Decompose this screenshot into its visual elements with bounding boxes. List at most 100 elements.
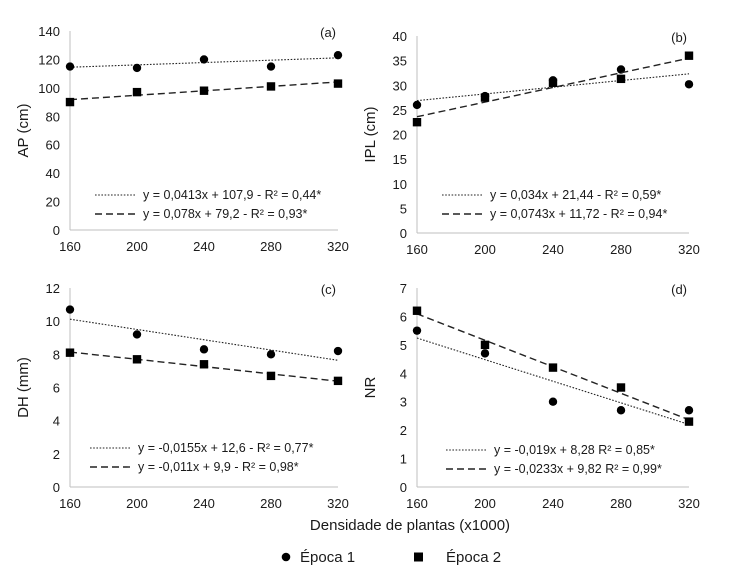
x-tick-label: 320 [678,242,700,257]
y-axis-title: AP (cm) [15,104,32,158]
x-tick-label: 160 [406,496,428,511]
regression-equation: y = 0,0413x + 107,9 - R² = 0,44* [143,188,321,202]
chart-panel-3: 0 2 4 6 8 10 12 160 200 240 280 320 DH (mm) (c) y = -0… [15,281,349,511]
y-tick-label: 8 [53,347,60,362]
y-tick-label: 40 [393,29,407,44]
data-point-epoca-2 [684,417,694,426]
data-point-epoca-1 [684,80,694,89]
data-point-epoca-2 [132,355,142,364]
legend-label-epoca-1: Época 1 [300,549,355,566]
data-point-epoca-2 [548,78,558,87]
data-point-epoca-2 [199,86,209,95]
y-tick-label: 5 [400,201,407,216]
data-point-epoca-2 [684,51,694,60]
x-tick-label: 320 [327,496,349,511]
y-tick-label: 4 [400,366,407,381]
x-tick-label: 280 [610,496,632,511]
data-point-epoca-1 [333,346,343,356]
x-tick-label: 320 [678,496,700,511]
data-point-epoca-1 [199,55,209,64]
data-point-epoca-2 [480,93,490,102]
x-tick-label: 280 [260,239,282,254]
data-point-epoca-2 [333,79,343,88]
y-tick-label: 140 [38,24,60,39]
legend-marker-square [414,552,423,562]
panel-label: (d) [671,282,687,297]
data-point-epoca-2 [65,348,75,357]
data-point-epoca-2 [266,82,276,91]
x-tick-label: 160 [406,242,428,257]
x-tick-label: 240 [193,239,215,254]
regression-equation: y = 0,0743x + 11,72 - R² = 0,94* [490,207,667,221]
data-point-epoca-2 [199,360,209,369]
x-tick-label: 160 [59,496,81,511]
x-tick-label: 320 [327,239,349,254]
trendline-epoca-1 [416,337,690,425]
x-tick-label: 200 [474,242,496,257]
data-point-epoca-2 [616,383,626,392]
regression-equation: y = 0,078x + 79,2 - R² = 0,93* [143,207,307,221]
data-point-epoca-1 [616,65,626,74]
y-tick-label: 5 [400,338,407,353]
x-tick-label: 160 [59,239,81,254]
data-point-epoca-1 [199,345,209,354]
x-tick-label: 280 [610,242,632,257]
y-tick-label: 0 [53,223,60,238]
panel-label: (b) [671,30,687,45]
x-axis-title: Densidade de plantas (x1000) [310,517,510,534]
data-point-epoca-1 [65,305,75,314]
y-tick-label: 1 [400,452,407,467]
regression-equation: y = -0,019x + 8,28 R² = 0,85* [494,443,655,457]
x-tick-label: 200 [126,239,148,254]
data-point-epoca-1 [684,406,694,415]
data-point-epoca-2 [412,306,422,315]
y-tick-label: 20 [46,195,60,210]
y-tick-label: 10 [393,177,407,192]
data-point-epoca-1 [412,326,422,335]
y-axis-title: NR [362,377,379,399]
data-point-epoca-2 [132,87,142,97]
panel-label: (a) [320,25,336,40]
x-tick-label: 240 [542,496,564,511]
y-tick-label: 6 [400,309,407,324]
y-tick-label: 4 [53,414,60,429]
regression-equation: y = -0,011x + 9,9 - R² = 0,98* [138,460,299,474]
data-point-epoca-1 [132,330,142,339]
regression-equation: y = -0,0155x + 12,6 - R² = 0,77* [138,441,314,455]
chart-panel-4: 0 1 2 3 4 5 6 7 160 200 240 280 320 NR (d) y = -0,019x … [362,281,700,511]
x-tick-label: 200 [126,496,148,511]
trendline-epoca-1 [69,318,339,361]
chart-panel-1: 0 20 40 60 80 100 120 140 160 200 240 280 320 AP (cm)… [15,24,349,254]
data-point-epoca-1 [548,397,558,406]
y-tick-label: 15 [393,152,407,167]
y-tick-label: 100 [38,81,60,96]
y-tick-label: 0 [400,480,407,495]
x-tick-label: 280 [260,496,282,511]
y-tick-label: 40 [46,166,60,181]
x-tick-label: 200 [474,496,496,511]
y-tick-label: 80 [46,109,60,124]
data-point-epoca-2 [65,97,75,107]
y-tick-label: 2 [53,447,60,462]
x-tick-label: 240 [193,496,215,511]
regression-equation: y = 0,034x + 21,44 - R² = 0,59* [490,188,661,202]
data-point-epoca-1 [65,62,75,71]
y-tick-label: 7 [400,281,407,296]
panel-label: (c) [321,282,336,297]
y-tick-label: 6 [53,381,60,396]
y-tick-label: 30 [393,78,407,93]
y-tick-label: 12 [46,281,60,296]
data-point-epoca-1 [616,406,626,415]
data-point-epoca-1 [333,50,343,60]
y-tick-label: 10 [46,314,60,329]
y-axis-title: DH (mm) [15,357,32,418]
y-axis-title: IPL (cm) [362,106,379,162]
x-tick-label: 240 [542,242,564,257]
data-point-epoca-2 [333,376,343,386]
y-tick-label: 120 [38,52,60,67]
y-tick-label: 3 [400,395,407,410]
legend-label-epoca-2: Época 2 [446,549,501,566]
y-tick-label: 60 [46,138,60,153]
